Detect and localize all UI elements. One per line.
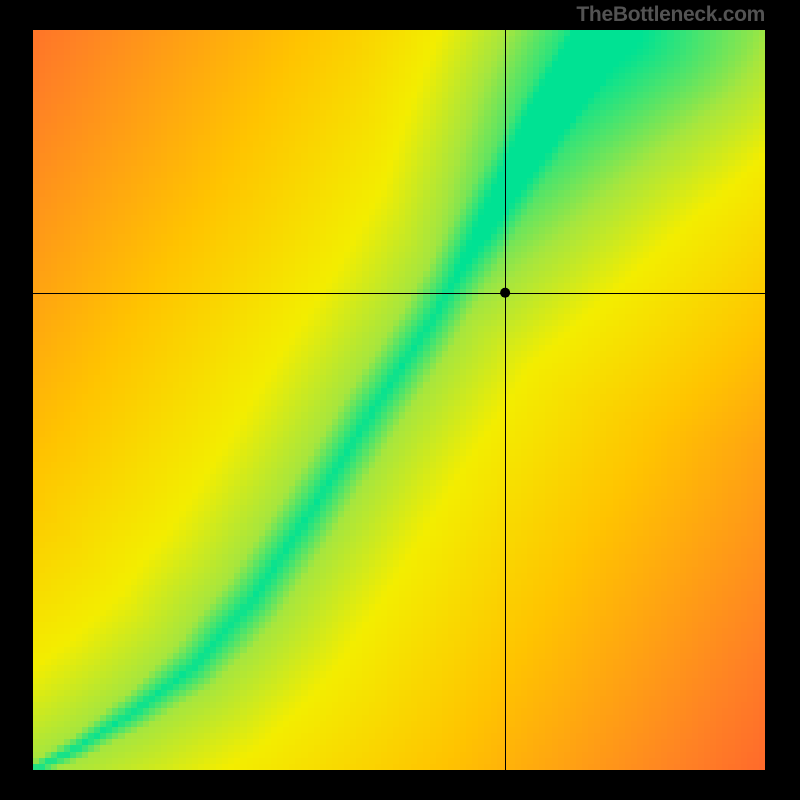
attribution-label: TheBottleneck.com bbox=[576, 3, 765, 27]
chart-root: TheBottleneck.com bbox=[0, 0, 800, 800]
bottleneck-heatmap-canvas bbox=[33, 30, 765, 770]
